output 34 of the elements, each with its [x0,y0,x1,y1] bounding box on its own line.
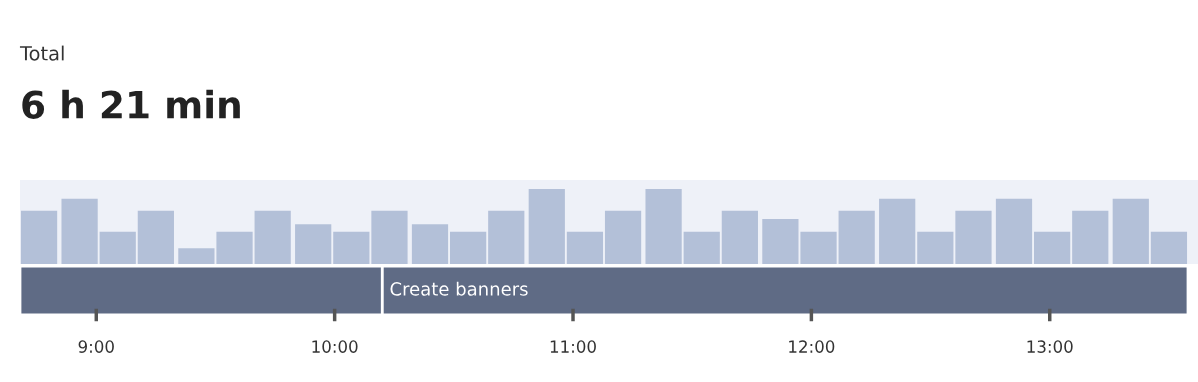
bar [528,189,565,264]
x-tick-label: 13:00 [1027,340,1073,353]
bar [1150,231,1188,264]
x-tick-label: 10:00 [312,340,358,353]
bar [604,210,642,264]
bar [295,224,332,264]
bar [411,224,449,264]
x-tick-label: 9:00 [78,340,114,353]
x-tick-label: 11:00 [550,340,596,353]
bar [1112,198,1149,264]
bar [645,189,682,264]
bar [488,210,525,264]
chart-title: Total [19,45,64,61]
bar [1072,210,1109,264]
chart-subtitle: 6 h 21 min [22,89,240,119]
bar [566,231,604,264]
bar [1034,231,1071,264]
bar [838,210,875,264]
bar [879,198,916,264]
x-tick-label: 12:00 [789,340,835,353]
bar [683,231,720,264]
bar [371,210,408,264]
bar [333,231,370,264]
bar [99,231,136,264]
bar [995,198,1033,264]
bar [20,210,58,264]
bar [721,210,758,264]
bar [955,210,992,264]
bar [254,210,291,264]
bar [450,231,487,264]
bar [61,198,98,264]
series-label: Create banners [390,281,528,296]
bar [137,210,174,264]
bar [917,231,954,264]
